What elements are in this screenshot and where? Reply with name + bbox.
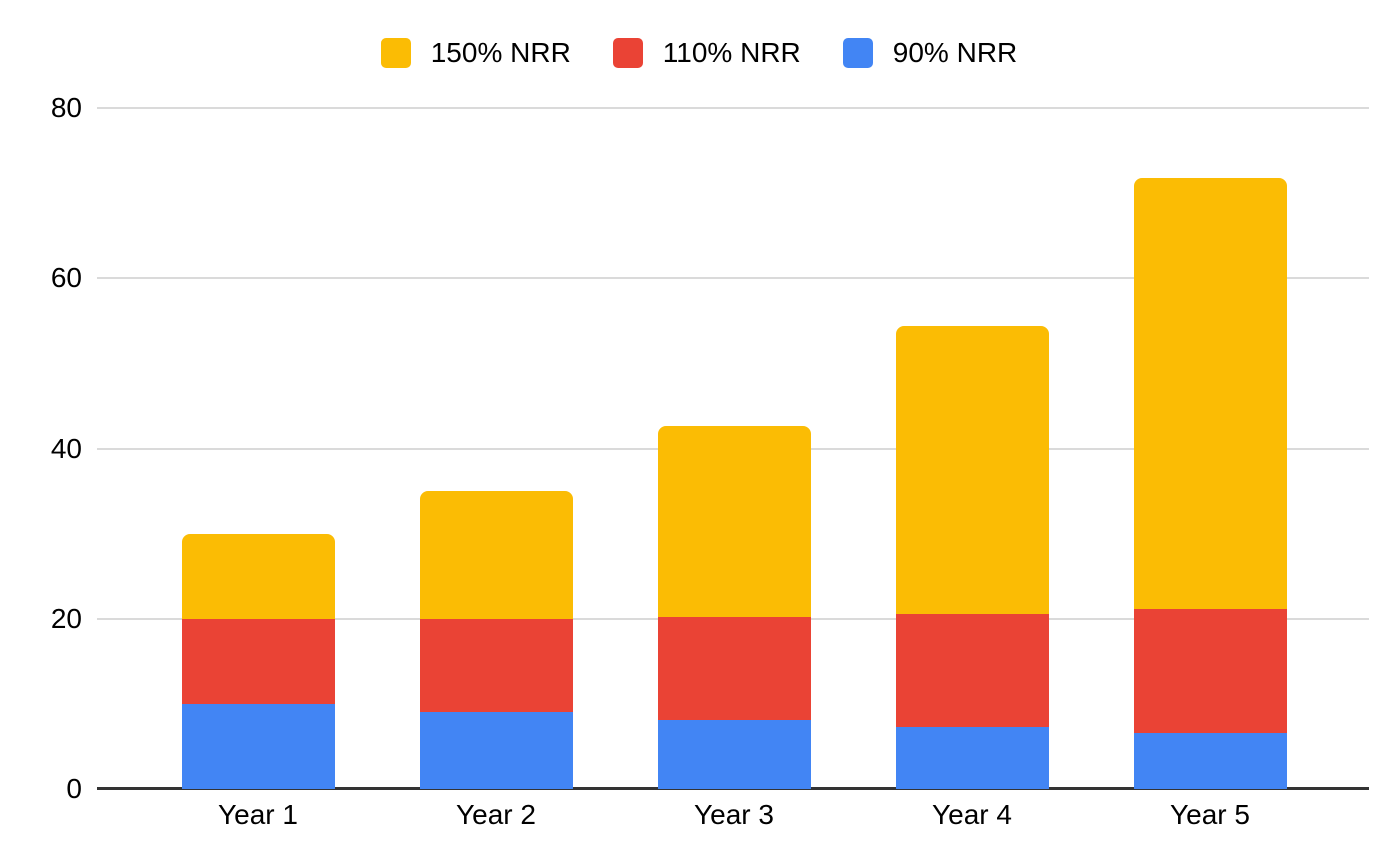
x-category-label: Year 3 <box>694 799 774 830</box>
stacked-bar-year-3 <box>657 425 811 789</box>
bar-segment-90-nrryear-3 <box>657 720 811 789</box>
x-category-label: Year 5 <box>1170 799 1250 830</box>
plot-area <box>97 107 1369 790</box>
legend-series-label: 150% NRR <box>430 37 571 68</box>
legend-swatch-icon <box>612 38 643 68</box>
x-category-label: Year 1 <box>218 799 298 830</box>
legend-item: 90% NRR <box>842 37 1018 68</box>
bar-column-1 <box>139 108 377 789</box>
bar-column-4 <box>853 108 1091 789</box>
stacked-bar-year-2 <box>419 491 573 789</box>
bar-segment-150-nrryear-5 <box>1133 177 1287 609</box>
y-tick-label: 0 <box>66 773 82 804</box>
legend-series-label: 110% NRR <box>662 37 801 68</box>
legend-item: 150% NRR <box>380 37 571 68</box>
bar-segment-110-nrryear-5 <box>1133 608 1287 734</box>
stacked-bar-year-4 <box>895 326 1049 789</box>
bar-segment-150-nrryear-1 <box>181 533 335 619</box>
bar-segment-110-nrryear-2 <box>419 618 573 713</box>
x-axis-labels: Year 1 Year 2 Year 3 Year 4 Year 5 <box>139 799 1329 831</box>
y-tick-label: 60 <box>50 262 82 294</box>
bar-segment-150-nrryear-3 <box>657 425 811 618</box>
legend-swatch-icon <box>380 38 411 68</box>
legend-item: 110% NRR <box>612 37 801 68</box>
stacked-bar-year-5 <box>1133 177 1287 789</box>
bar-segment-90-nrryear-2 <box>419 712 573 789</box>
bar-segment-90-nrryear-4 <box>895 726 1049 789</box>
y-tick-label: 40 <box>50 432 82 464</box>
bar-segment-110-nrryear-3 <box>657 617 811 721</box>
y-tick-label: 80 <box>50 92 82 123</box>
bar-column-2 <box>377 108 615 789</box>
bar-segment-90-nrryear-5 <box>1133 733 1287 789</box>
legend-swatch-icon <box>842 38 873 68</box>
bar-segment-150-nrryear-2 <box>419 491 573 619</box>
legend-series-label: 90% NRR <box>892 37 1018 68</box>
stacked-bar-year-1 <box>181 533 335 789</box>
y-tick-label: 20 <box>50 602 82 634</box>
bar-segment-150-nrryear-4 <box>895 326 1049 614</box>
x-category-label: Year 4 <box>932 799 1012 830</box>
gridline-80 <box>97 107 1369 109</box>
x-category-label: Year 2 <box>456 799 536 830</box>
chart-legend: 150% NRR 110% NRR 90% NRR <box>0 38 1398 68</box>
y-axis-labels: 0 20 40 60 80 <box>0 94 82 803</box>
bar-segment-110-nrryear-4 <box>895 613 1049 727</box>
bar-column-3 <box>615 108 853 789</box>
bar-segment-110-nrryear-1 <box>181 618 335 704</box>
gridline-60 <box>97 277 1369 280</box>
bar-column-5 <box>1091 108 1329 789</box>
bar-segment-90-nrryear-1 <box>181 703 335 789</box>
bars-layer <box>139 108 1329 789</box>
